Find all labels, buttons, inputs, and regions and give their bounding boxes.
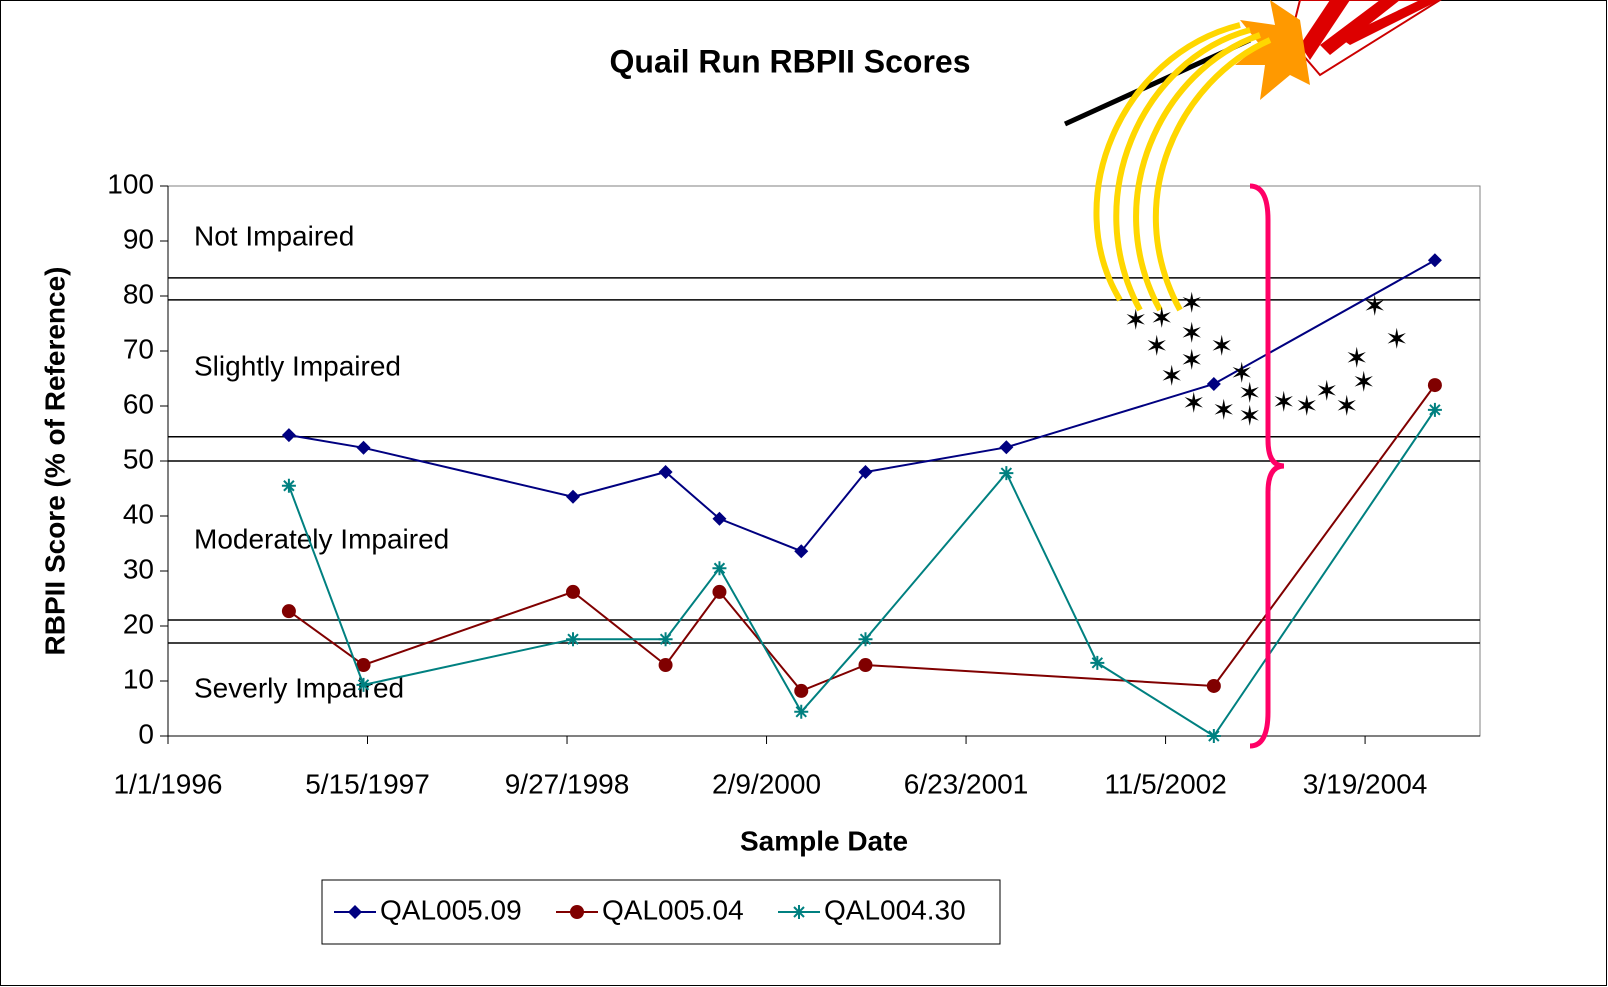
svg-text:✶: ✶ [1124,304,1147,335]
marker [794,683,809,698]
marker [1206,377,1221,391]
marker [570,905,584,919]
marker [356,440,371,455]
legend [321,879,1001,945]
x-tick-label: 9/27/1998 [505,768,630,799]
marker [999,440,1014,455]
legend-label: QAL005.09 [380,894,522,925]
x-tick-label: 6/23/2001 [904,768,1029,799]
y-tick-label: 10 [123,663,154,694]
y-tick-label: 50 [123,443,154,474]
x-tick-label: 11/5/2002 [1104,768,1227,799]
svg-text:✶: ✶ [1363,290,1386,321]
svg-text:✶: ✶ [1180,317,1203,348]
svg-text:✶: ✶ [1295,390,1318,421]
svg-text:✶: ✶ [1335,390,1358,421]
marker [348,905,362,919]
svg-text:✶: ✶ [1352,366,1375,397]
svg-text:✶: ✶ [1385,323,1408,354]
marker [566,584,581,599]
y-tick-label: 90 [123,223,154,254]
marker [281,604,296,619]
marker [566,632,581,647]
marker [356,677,371,692]
svg-text:✶: ✶ [1212,394,1235,425]
marker [1206,729,1221,743]
x-tick-label: 3/19/2004 [1303,768,1428,799]
y-axis-title: RBPII Score (% of Reference) [39,267,70,656]
y-tick-label: 100 [107,168,154,199]
marker [1090,655,1105,670]
marker [792,905,806,919]
svg-text:✶: ✶ [1345,342,1368,373]
svg-text:✶: ✶ [1238,377,1261,408]
x-tick-label: 2/9/2000 [712,768,821,799]
marker [794,704,809,719]
legend-label: QAL005.04 [602,894,744,925]
marker [999,466,1014,481]
x-tick-label: 1/1/1996 [114,768,223,799]
svg-text:✶: ✶ [1230,357,1253,388]
region-label: Severly Impaired [194,672,404,703]
y-tick-label: 60 [123,388,154,419]
marker [712,584,727,599]
region-label: Not Impaired [194,220,354,251]
marker [858,658,873,673]
marker [566,489,581,504]
x-tick-label: 5/15/1997 [305,768,430,799]
svg-text:✶: ✶ [1315,375,1338,406]
series-line [288,259,1436,553]
x-axis-title: Sample Date [740,825,908,856]
marker [658,465,673,479]
marker [794,544,809,559]
y-tick-label: 80 [123,278,154,309]
y-tick-label: 30 [123,553,154,584]
marker [281,428,296,443]
marker [858,632,873,647]
marker [1427,402,1442,417]
svg-text:✶: ✶ [1182,387,1205,418]
svg-text:✶: ✶ [1272,386,1295,417]
marker [658,658,673,673]
y-tick-label: 0 [138,718,154,749]
y-tick-label: 70 [123,333,154,364]
marker [712,511,727,526]
chart-title: Quail Run RBPII Scores [610,43,971,79]
svg-text:✶: ✶ [1180,344,1203,375]
firework-decoration: ✶✶✶ ✶ ✶✶✶ ✶ ✶✶✶✶ ✶ ✶ ✶✶ ✶✶✶✶✶ [1063,0,1442,749]
marker [1427,378,1442,393]
svg-text:✶: ✶ [1150,302,1173,333]
marker [356,658,371,673]
svg-text:✶: ✶ [1160,360,1183,391]
marker [1206,678,1221,693]
region-label: Moderately Impaired [194,523,449,554]
svg-text:✶: ✶ [1210,330,1233,361]
legend-label: QAL004.30 [824,894,966,925]
region-label: Slightly Impaired [194,350,401,381]
y-tick-label: 20 [123,608,154,639]
y-tick-label: 40 [123,498,154,529]
marker [658,632,673,647]
svg-text:✶: ✶ [1145,330,1168,361]
marker [858,465,873,479]
marker [712,561,727,576]
svg-text:✶: ✶ [1238,400,1261,431]
marker [281,478,296,493]
marker [1427,253,1442,268]
svg-text:✶: ✶ [1180,287,1203,318]
